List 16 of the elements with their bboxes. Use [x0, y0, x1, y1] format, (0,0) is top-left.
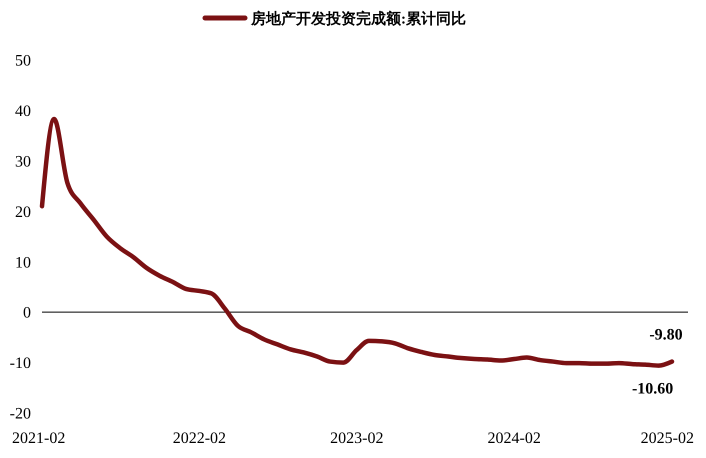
y-tick-label: 30 — [15, 153, 31, 170]
x-tick-label: 2022-02 — [172, 430, 226, 447]
y-tick-label: 50 — [15, 52, 31, 70]
y-tick-label: -10 — [10, 355, 31, 372]
x-tick-label: 2023-02 — [330, 430, 384, 447]
y-tick-label: 20 — [15, 204, 31, 221]
x-tick-label: 2025-02 — [640, 430, 694, 447]
x-tick-label: 2021-02 — [12, 430, 66, 447]
y-tick-label: -20 — [10, 406, 31, 423]
x-tick-label: 2024-02 — [488, 430, 541, 447]
y-tick-label: 10 — [15, 254, 31, 272]
annotation: -10.60 — [632, 380, 674, 398]
y-tick-label: 40 — [15, 103, 31, 120]
y-tick-label: 0 — [23, 304, 31, 322]
legend-label: 房地产开发投资完成额:累计同比 — [250, 9, 466, 28]
annotation: -9.80 — [649, 326, 683, 344]
